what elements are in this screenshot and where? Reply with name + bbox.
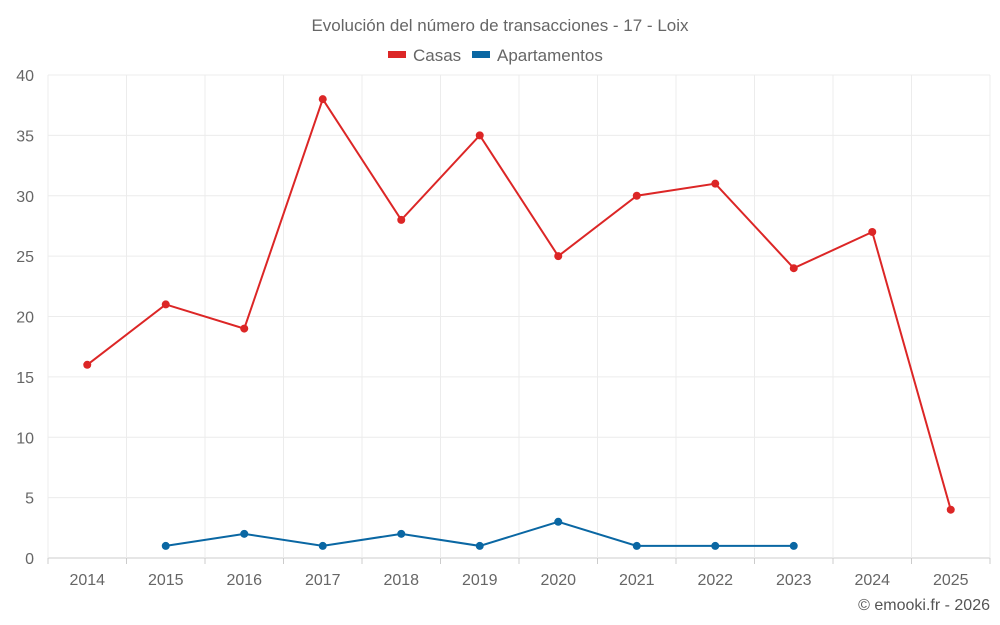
data-point-casas — [946, 505, 955, 514]
data-point-casas — [711, 179, 720, 188]
x-tick-label: 2016 — [226, 572, 262, 589]
y-tick-label: 0 — [25, 551, 34, 568]
data-point-apartamentos — [554, 517, 563, 526]
data-point-apartamentos — [632, 541, 641, 550]
data-point-apartamentos — [397, 529, 406, 538]
data-point-apartamentos — [711, 541, 720, 550]
x-tick-label: 2023 — [776, 572, 812, 589]
x-tick-label: 2017 — [305, 572, 341, 589]
grid — [47, 74, 991, 564]
series-line-casas — [86, 96, 952, 510]
x-tick-label: 2025 — [933, 572, 969, 589]
x-tick-label: 2024 — [854, 572, 890, 589]
data-point-casas — [632, 191, 641, 200]
data-point-apartamentos — [475, 541, 484, 550]
data-point-casas — [397, 215, 406, 224]
x-tick-label: 2015 — [148, 572, 184, 589]
x-tick-label: 2019 — [462, 572, 498, 589]
data-point-apartamentos — [240, 529, 249, 538]
legend-label-casas: Casas — [413, 46, 461, 65]
credit: © emooki.fr - 2026 — [858, 597, 990, 614]
legend-label-apartamentos: Apartamentos — [497, 46, 603, 65]
legend: Casas Apartamentos — [388, 46, 603, 65]
y-tick-label: 20 — [16, 310, 34, 327]
y-tick-label: 15 — [16, 370, 34, 387]
data-point-casas — [475, 131, 484, 140]
data-point-apartamentos — [318, 541, 327, 550]
x-tick-label: 2020 — [540, 572, 576, 589]
y-tick-label: 40 — [16, 68, 34, 85]
legend-swatch-casas — [388, 51, 406, 58]
x-tick-label: 2018 — [383, 572, 419, 589]
data-point-casas — [83, 360, 92, 369]
x-tick-label: 2014 — [69, 572, 105, 589]
data-point-casas — [789, 264, 798, 273]
data-point-casas — [161, 300, 170, 309]
data-point-casas — [240, 324, 249, 333]
y-tick-label: 25 — [16, 249, 34, 266]
y-tick-label: 10 — [16, 430, 34, 447]
y-tick-label: 30 — [16, 189, 34, 206]
y-tick-label: 5 — [25, 491, 34, 508]
data-point-casas — [868, 227, 877, 236]
legend-swatch-apartamentos — [472, 51, 490, 58]
data-point-apartamentos — [161, 541, 170, 550]
data-point-casas — [554, 252, 563, 261]
x-tick-label: 2021 — [619, 572, 655, 589]
data-point-apartamentos — [789, 541, 798, 550]
data-point-casas — [318, 95, 327, 104]
x-tick-label: 2022 — [697, 572, 733, 589]
y-tick-label: 35 — [16, 128, 34, 145]
series — [83, 95, 955, 550]
chart-title: Evolución del número de transacciones - … — [311, 16, 689, 35]
